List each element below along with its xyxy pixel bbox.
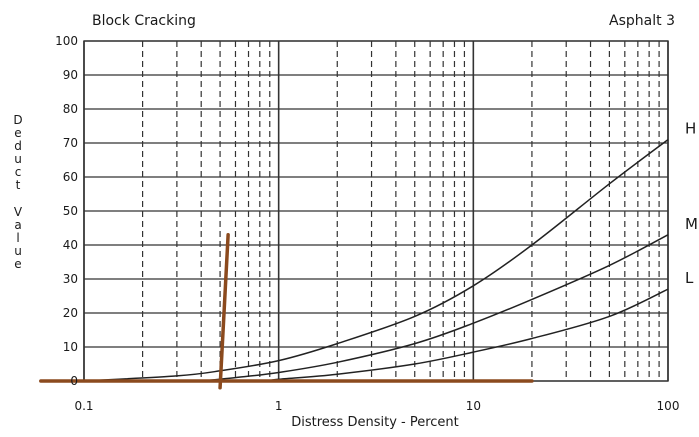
chart-title: Block Cracking <box>92 13 196 29</box>
y-tick-label: 40 <box>63 238 78 252</box>
y-tick-label: 80 <box>63 102 78 116</box>
series-line-l <box>269 288 669 382</box>
overlay-marker-group <box>39 233 534 390</box>
tick-labels: 0 10 20 30 40 50 60 70 80 90 100 0.1 1 10 100 <box>55 34 679 413</box>
y-tick-label: 50 <box>63 204 78 218</box>
series-label-l: L <box>685 269 694 287</box>
x-tick-label: 100 <box>657 399 680 413</box>
x-axis-title: Distress Density - Percent <box>291 415 459 430</box>
y-tick-label: 90 <box>63 68 78 82</box>
grid <box>83 40 669 382</box>
series-label-h: H <box>685 120 696 138</box>
y-tick-label: 30 <box>63 272 78 286</box>
vertical-marker <box>218 233 230 390</box>
x-tick-label: 1 <box>275 399 283 413</box>
y-tick-label: 100 <box>55 34 78 48</box>
x-tick-label: 10 <box>466 399 481 413</box>
y-tick-label: 70 <box>63 136 78 150</box>
y-tick-label: 60 <box>63 170 78 184</box>
series-label-m: M <box>685 215 698 233</box>
series-line-h <box>83 139 669 382</box>
chart-subtitle: Asphalt 3 <box>609 13 675 29</box>
series-group: H M L <box>83 120 698 382</box>
series-line-m <box>201 234 669 382</box>
y-tick-label: 20 <box>63 306 78 320</box>
y-tick-label: 10 <box>63 340 78 354</box>
y-tick-label: 0 <box>70 374 78 388</box>
x-tick-label: 0.1 <box>74 399 93 413</box>
